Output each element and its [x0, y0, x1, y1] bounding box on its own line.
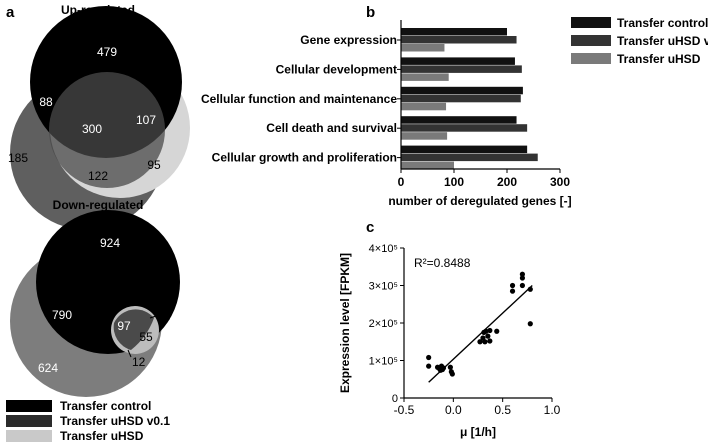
- panel-b-letter: b: [366, 4, 375, 21]
- venn-up-v01-uhsd: 122: [88, 169, 108, 183]
- panel-c-letter: c: [366, 219, 374, 236]
- scatter-point: [447, 364, 453, 370]
- scatter-point: [527, 321, 533, 327]
- venn-up: Up-regulated 479 88 300 107 185 122 95: [8, 3, 190, 230]
- venn-down-12-leader: [127, 349, 132, 358]
- venn-legend-swatch-uhsd: [6, 430, 52, 442]
- bar-category-label: Cellular growth and proliferation: [212, 151, 397, 165]
- scatter-point: [482, 339, 488, 345]
- venn-legend-swatch-v01: [6, 415, 52, 427]
- scatter-x-tick-label: 1.0: [544, 403, 561, 417]
- bar-x-label: number of deregulated genes [-]: [388, 194, 571, 208]
- venn-legend-label-control: Transfer control: [60, 399, 151, 413]
- venn-down-control-only: 924: [100, 236, 120, 250]
- venn-legend: Transfer control Transfer uHSD v0.1 Tran…: [6, 399, 170, 442]
- venn-legend-label-uhsd: Transfer uHSD: [60, 429, 144, 442]
- scatter-point: [519, 282, 526, 289]
- scatter-point: [509, 282, 516, 289]
- venn-down-control-v01: 790: [52, 308, 72, 322]
- scatter-y-tick-label: 1×10⁵: [369, 356, 398, 368]
- bar-x-tick-label: 200: [497, 175, 517, 189]
- bar-chart: Gene expression Cellular development Cellu…: [201, 20, 572, 208]
- bar-legend: Transfer control Transfer uHSD v0.1 Tran…: [571, 16, 708, 66]
- scatter-x-tick-label: -0.5: [394, 403, 415, 417]
- venn-legend-swatch-control: [6, 400, 52, 412]
- scatter-x-tick-label: 0.5: [494, 403, 511, 417]
- venn-up-center-overlap: [49, 72, 165, 188]
- bar-transfer-uhsd-cell-death-and-survival: [401, 132, 448, 140]
- bar-x-tick-label: 0: [398, 175, 405, 189]
- bar-transfer-uhsd-cellular-function-and-maintenance: [401, 102, 447, 111]
- venn-down-control-uhsd: 15: [157, 310, 171, 324]
- venn-down-uhsd-only: 55: [139, 330, 153, 344]
- bar-category-label: Cellular development: [276, 62, 397, 76]
- scatter-point: [487, 338, 493, 344]
- venn-legend-label-v01: Transfer uHSD v0.1: [60, 414, 170, 428]
- scatter-fit-line: [428, 284, 533, 383]
- bar-transfer-uhsd-v0-1-cellular-development: [401, 65, 522, 73]
- bar-transfer-uhsd-cellular-growth-and-proliferation: [401, 161, 454, 170]
- panel-a-letter: a: [6, 4, 15, 21]
- venn-down-15-leader: [149, 315, 157, 319]
- scatter-point: [426, 354, 432, 361]
- venn-up-control-v01: 88: [39, 95, 53, 109]
- bar-legend-swatch-control: [571, 17, 611, 28]
- venn-down-title: Down-regulated: [53, 198, 144, 212]
- bar-legend-label-uhsd: Transfer uHSD: [617, 52, 701, 66]
- scatter-point: [449, 371, 455, 377]
- venn-up-v01-only: 185: [8, 151, 28, 165]
- bar-transfer-control-gene-expression: [401, 28, 507, 36]
- scatter-point: [485, 333, 491, 339]
- scatter-annotation: R²=0.8488: [414, 256, 471, 270]
- venn-down-all-three: 97: [117, 319, 131, 333]
- bar-transfer-uhsd-v0-1-cellular-growth-and-proliferation: [401, 153, 538, 162]
- scatter-y-tick-label: 0: [392, 393, 398, 405]
- venn-up-control-uhsd: 107: [136, 113, 156, 127]
- venn-down-center-overlap: [113, 309, 154, 350]
- bar-x-tick-label: 100: [444, 175, 464, 189]
- bar-category-label: Cellular function and maintenance: [201, 92, 397, 106]
- venn-down-v01-uhsd: 12: [132, 355, 146, 369]
- scatter-point: [426, 363, 432, 369]
- scatter-x-label: μ [1/h]: [460, 425, 496, 439]
- bar-transfer-control-cell-death-and-survival: [401, 116, 517, 124]
- venn-up-control-only: 479: [97, 45, 117, 59]
- bar-transfer-control-cellular-development: [401, 57, 515, 65]
- scatter-y-label: Expression level [FPKM]: [338, 253, 352, 393]
- scatter-y-tick-label: 3×10⁵: [369, 281, 398, 293]
- bar-legend-label-v01: Transfer uHSD v0.1: [617, 34, 708, 48]
- bar-x-tick-label: 300: [550, 175, 570, 189]
- bar-transfer-control-cellular-function-and-maintenance: [401, 86, 523, 95]
- bar-transfer-uhsd-v0-1-cell-death-and-survival: [401, 124, 528, 132]
- venn-down: Down-regulated 924 790 97 15 55 12 624: [10, 198, 180, 397]
- bar-category-label: Gene expression: [300, 33, 397, 47]
- scatter-x-tick-label: 0.0: [445, 403, 462, 417]
- scatter-y-tick-label: 2×10⁵: [369, 318, 398, 330]
- scatter-point: [477, 339, 483, 345]
- bar-legend-label-control: Transfer control: [617, 16, 708, 30]
- scatter-chart: -0.5 0.0 0.5 1.0 0 1×10⁵ 2×10⁵ 3×10⁵ 4×10⁵ R²=0.…: [338, 243, 561, 439]
- scatter-point: [494, 328, 500, 334]
- scatter-point: [519, 271, 526, 277]
- venn-up-uhsd-only: 95: [147, 158, 161, 172]
- bar-category-label: Cell death and survival: [266, 121, 397, 135]
- bar-legend-swatch-uhsd: [571, 53, 611, 64]
- bar-transfer-uhsd-cellular-development: [401, 73, 449, 81]
- bar-transfer-control-cellular-growth-and-proliferation: [401, 145, 528, 154]
- scatter-point: [519, 275, 526, 281]
- bar-transfer-uhsd-v0-1-gene-expression: [401, 36, 517, 44]
- venn-down-v01-only: 624: [38, 361, 58, 375]
- scatter-point: [509, 288, 516, 294]
- scatter-y-tick-label: 4×10⁵: [369, 243, 398, 255]
- bar-transfer-uhsd-gene-expression: [401, 44, 445, 52]
- bar-legend-swatch-v01: [571, 35, 611, 46]
- venn-up-all-three: 300: [82, 122, 102, 136]
- bar-transfer-uhsd-v0-1-cellular-function-and-maintenance: [401, 94, 521, 103]
- scatter-point: [487, 327, 493, 334]
